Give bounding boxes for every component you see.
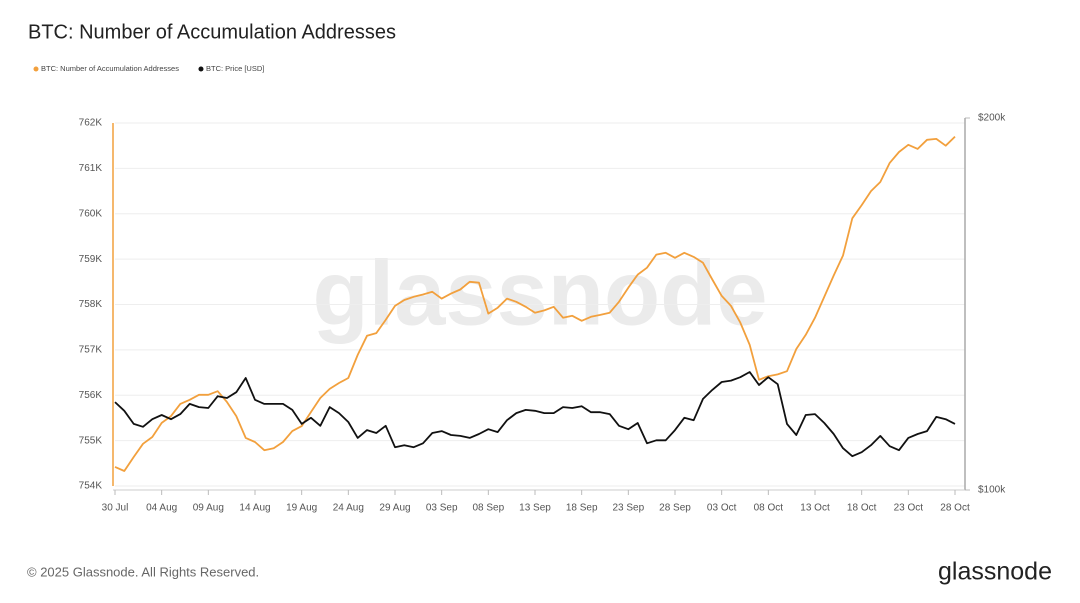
x-tick-label: 28 Sep	[659, 503, 691, 514]
y-tick-label: 762K	[79, 118, 103, 129]
x-tick-label: 23 Oct	[894, 503, 924, 514]
y-tick-label: 755K	[79, 435, 103, 446]
y2-tick-label: $100k	[978, 485, 1006, 496]
series-line	[114, 371, 956, 458]
x-tick-label: 09 Aug	[193, 503, 224, 514]
y-tick-label: 761K	[79, 163, 103, 174]
y2-tick-label: $200k	[978, 113, 1006, 124]
x-tick-label: 18 Sep	[566, 503, 598, 514]
legend-marker	[33, 66, 39, 72]
x-tick-label: 08 Oct	[754, 503, 784, 514]
series-line	[114, 135, 956, 472]
x-tick-label: 23 Sep	[612, 503, 644, 514]
x-tick-label: 30 Jul	[102, 503, 129, 514]
x-tick-label: 04 Aug	[146, 503, 177, 514]
legend-label: BTC: Number of Accumulation Addresses	[41, 64, 179, 73]
x-tick-label: 03 Oct	[707, 503, 737, 514]
y-tick-label: 760K	[79, 208, 103, 219]
legend-marker	[198, 66, 204, 72]
x-tick-label: 14 Aug	[239, 503, 270, 514]
x-tick-label: 18 Oct	[847, 503, 877, 514]
x-tick-label: 03 Sep	[426, 503, 458, 514]
footer: © 2025 Glassnode. All Rights Reserved.	[27, 564, 259, 579]
y-tick-label: 757K	[79, 345, 103, 356]
y-tick-label: 758K	[79, 299, 103, 310]
x-tick-label: 29 Aug	[379, 503, 410, 514]
y-tick-label: 759K	[79, 254, 103, 265]
logo: glassnode	[938, 558, 1052, 586]
y-tick-label: 756K	[79, 390, 103, 401]
x-tick-label: 19 Aug	[286, 503, 317, 514]
x-tick-label: 13 Sep	[519, 503, 551, 514]
x-tick-label: 13 Oct	[800, 503, 830, 514]
x-tick-label: 24 Aug	[333, 503, 364, 514]
x-tick-label: 28 Oct	[940, 503, 970, 514]
watermark: glassnode	[312, 242, 767, 344]
chart-title: BTC: Number of Accumulation Addresses	[28, 21, 396, 43]
y-tick-label: 754K	[79, 481, 103, 492]
x-tick-label: 08 Sep	[472, 503, 504, 514]
legend-label: BTC: Price [USD]	[206, 64, 264, 73]
